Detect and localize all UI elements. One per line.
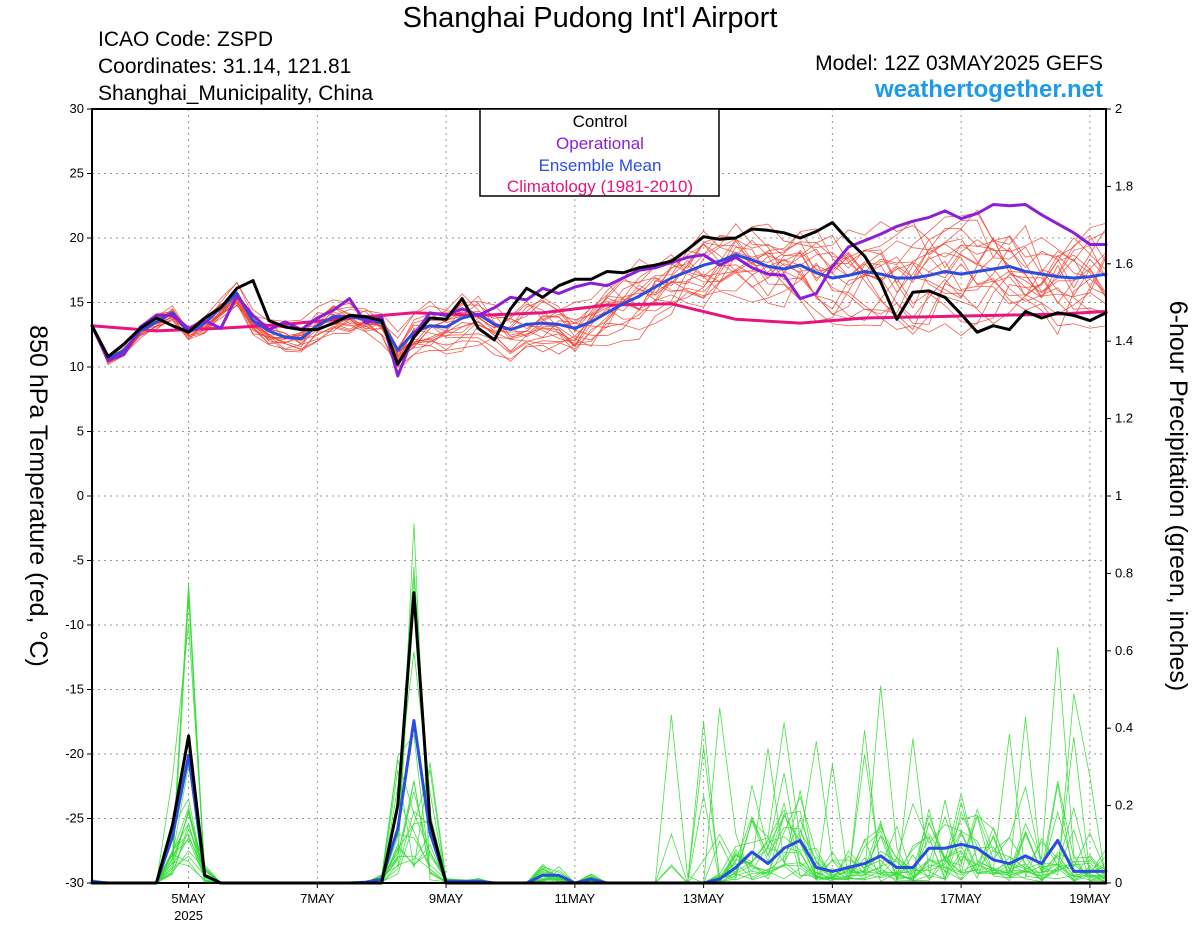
left-tick-label: -5 <box>72 553 84 568</box>
x-tick-label: 19MAY <box>1069 891 1111 906</box>
x-tick-label: 5MAY <box>171 891 206 906</box>
ensemble-mean-temperature-line <box>90 253 1108 361</box>
left-tick-label: 25 <box>70 166 84 181</box>
left-tick-label: 10 <box>70 359 84 374</box>
left-tick-label: 30 <box>70 101 84 116</box>
x-tick-label: 11MAY <box>555 891 596 906</box>
legend-operational: Operational <box>556 134 644 153</box>
x-tick-label: 7MAY <box>300 891 335 906</box>
right-tick-label: 1.8 <box>1115 178 1133 193</box>
left-axis-title: 850 hPa Temperature (red, °C) <box>24 325 52 667</box>
temp-member-line <box>91 219 1107 362</box>
temp-member-line <box>91 220 1107 363</box>
temp-member-line <box>91 222 1107 362</box>
left-tick-label: -30 <box>65 875 84 890</box>
right-tick-label: 1 <box>1115 488 1122 503</box>
operational-temperature-line <box>90 203 1108 378</box>
legend-control: Control <box>573 112 628 131</box>
left-tick-label: -10 <box>65 617 84 632</box>
legend-ensemble-mean: Ensemble Mean <box>539 156 662 175</box>
right-tick-label: 0.6 <box>1115 643 1133 658</box>
left-tick-label: 0 <box>77 488 84 503</box>
location-label: Shanghai_Municipality, China <box>98 82 374 105</box>
temp-member-line <box>91 223 1107 368</box>
control-temperature-line <box>90 221 1108 366</box>
site-credit: weathertogether.net <box>874 76 1103 103</box>
right-tick-label: 1.6 <box>1115 256 1133 271</box>
x-tick-label: 17MAY <box>940 891 982 906</box>
legend-climatology: Climatology (1981-2010) <box>507 177 693 196</box>
chart-title: Shanghai Pudong Int'l Airport <box>402 2 778 34</box>
left-tick-label: 15 <box>70 295 84 310</box>
legend-box <box>479 108 720 197</box>
coordinates-label: Coordinates: 31.14, 121.81 <box>98 55 352 78</box>
right-tick-label: 0.8 <box>1115 565 1133 580</box>
left-tick-label: 5 <box>77 424 84 439</box>
left-tick-label: -25 <box>65 811 84 826</box>
right-tick-label: 2 <box>1115 101 1122 116</box>
right-tick-label: 1.4 <box>1115 333 1133 348</box>
temp-member-line <box>91 243 1107 366</box>
left-tick-label: -15 <box>65 682 84 697</box>
right-axis-title: 6-hour Precipitation (green, inches) <box>1164 301 1192 691</box>
legend: Control Operational Ensemble Mean Climat… <box>479 108 720 197</box>
right-tick-label: 0 <box>1115 875 1122 890</box>
right-tick-label: 0.2 <box>1115 798 1133 813</box>
temp-member-line <box>91 252 1107 359</box>
x-tick-label: 15MAY <box>812 891 854 906</box>
left-tick-label: -20 <box>65 746 84 761</box>
icao-code-label: ICAO Code: ZSPD <box>98 28 274 51</box>
x-tick-label: 9MAY <box>429 891 464 906</box>
axis-ticks: 302520151050-5-10-15-20-25-3021.81.61.41… <box>65 101 1133 923</box>
left-tick-label: 20 <box>70 230 84 245</box>
right-tick-label: 1.2 <box>1115 411 1133 426</box>
right-tick-label: 0.4 <box>1115 720 1133 735</box>
model-run-label: Model: 12Z 03MAY2025 GEFS <box>815 52 1103 75</box>
x-year-label: 2025 <box>174 908 203 923</box>
x-tick-label: 13MAY <box>683 891 725 906</box>
